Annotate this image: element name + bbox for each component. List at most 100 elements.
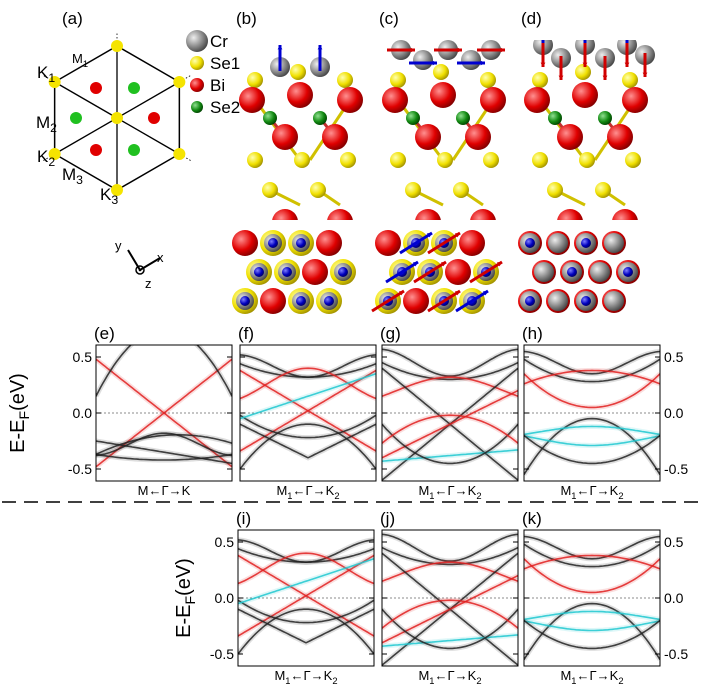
band — [382, 449, 518, 462]
atom — [465, 124, 491, 150]
atom — [405, 182, 421, 198]
band — [524, 434, 660, 465]
atom — [480, 72, 496, 88]
atom — [190, 78, 204, 92]
atom — [456, 111, 470, 125]
band — [382, 423, 518, 465]
k-path-part: K — [610, 483, 619, 498]
arrow-head — [480, 60, 485, 66]
arrow-head — [413, 262, 418, 267]
atom — [607, 124, 633, 150]
k-path-part: K — [326, 483, 335, 498]
atom — [622, 72, 638, 88]
spin-arrow — [385, 260, 419, 284]
band — [238, 608, 374, 644]
spin-arrow — [371, 289, 405, 313]
label: -0.5 — [664, 646, 688, 662]
band — [524, 554, 660, 570]
atom — [337, 72, 353, 88]
band — [382, 546, 518, 566]
k-point — [111, 112, 123, 124]
band — [240, 423, 376, 470]
site — [70, 112, 82, 124]
label: K1 — [37, 63, 55, 85]
label: (j) — [380, 509, 395, 528]
label: 0.0 — [664, 590, 684, 606]
atom — [322, 124, 348, 150]
atom — [338, 267, 348, 277]
k-point — [48, 148, 61, 160]
k-path-part: M — [560, 668, 571, 683]
band — [238, 554, 374, 637]
atom — [445, 259, 471, 285]
label: 0.0 — [215, 590, 235, 606]
k-path-part: K — [324, 668, 333, 683]
atom — [623, 267, 633, 277]
atom — [186, 30, 208, 52]
label-main: M — [72, 51, 83, 66]
arrow-head — [497, 262, 502, 267]
label: (c) — [379, 9, 399, 28]
atom — [316, 230, 342, 256]
atom — [310, 182, 326, 198]
band — [524, 558, 660, 594]
band — [524, 425, 660, 436]
site — [128, 144, 140, 156]
atom — [390, 152, 406, 168]
k-path-sub: 1 — [571, 676, 576, 686]
band — [524, 602, 660, 661]
band — [382, 634, 518, 647]
label: y — [115, 238, 122, 253]
axis-label-sub: F — [16, 411, 32, 420]
arrow-head — [432, 60, 437, 66]
atom — [625, 152, 641, 168]
atom — [590, 262, 610, 282]
band — [382, 599, 518, 629]
k-path: M1←Γ→K2 — [418, 483, 481, 501]
atom — [296, 296, 306, 306]
label: K2 — [37, 147, 55, 169]
atom — [598, 111, 612, 125]
atom — [525, 296, 535, 306]
bands — [382, 346, 518, 481]
atom — [548, 111, 562, 125]
k-path: M1←Γ→K2 — [418, 668, 481, 686]
label: M2 — [36, 113, 57, 135]
k-path-part: M — [418, 483, 429, 498]
atom — [437, 152, 453, 168]
atom — [382, 87, 408, 113]
atom — [313, 111, 327, 125]
band — [238, 558, 374, 605]
atom — [337, 87, 363, 113]
atom — [532, 152, 548, 168]
label: (k) — [522, 509, 542, 528]
label: 0.5 — [73, 349, 93, 365]
band — [524, 543, 660, 568]
atom — [557, 209, 583, 220]
label: -0.5 — [68, 461, 92, 477]
label: (f) — [238, 324, 254, 343]
label: K3 — [100, 185, 118, 207]
arrow-head — [317, 45, 323, 50]
band — [524, 358, 660, 383]
axis-origin-dot — [138, 268, 142, 272]
spin-arrow — [413, 260, 447, 284]
band — [524, 535, 660, 560]
label: 0.5 — [664, 534, 684, 550]
band — [238, 608, 374, 655]
atom — [375, 230, 401, 256]
k-path-sub: 1 — [287, 491, 292, 501]
label: M3 — [62, 165, 83, 187]
atom — [296, 238, 306, 248]
atom — [453, 182, 469, 198]
atom — [262, 182, 278, 198]
band — [382, 414, 518, 444]
atom — [572, 82, 598, 108]
label: M1 — [72, 51, 88, 69]
k-path-sub: 2 — [476, 676, 481, 686]
k-path: M1←Γ→K2 — [276, 483, 339, 501]
band — [524, 435, 660, 447]
atom — [470, 209, 496, 220]
atom — [604, 233, 624, 253]
atom — [403, 288, 429, 314]
